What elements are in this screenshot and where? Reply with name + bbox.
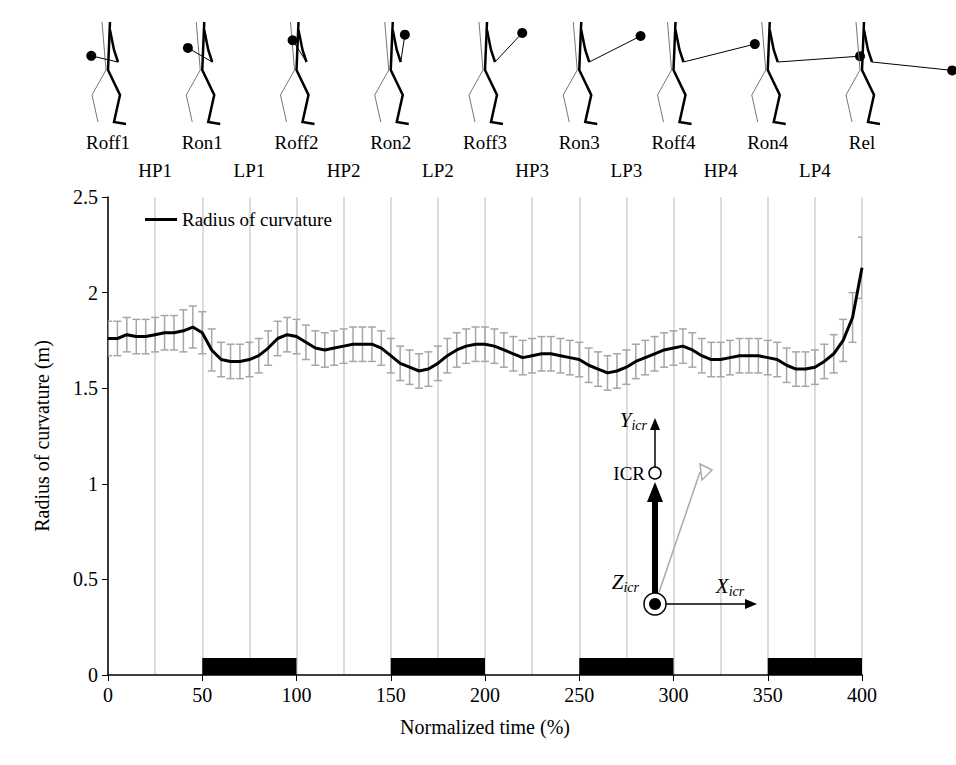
svg-text:2: 2 bbox=[88, 282, 98, 304]
svg-text:200: 200 bbox=[470, 684, 500, 706]
svg-text:Ron1: Ron1 bbox=[182, 132, 223, 153]
svg-text:400: 400 bbox=[847, 684, 877, 706]
svg-text:2.5: 2.5 bbox=[73, 186, 98, 208]
svg-text:HP4: HP4 bbox=[704, 160, 738, 181]
svg-text:0: 0 bbox=[88, 664, 98, 686]
svg-text:0: 0 bbox=[103, 684, 113, 706]
svg-text:LP4: LP4 bbox=[799, 160, 831, 181]
svg-text:X: X bbox=[715, 574, 730, 598]
svg-text:150: 150 bbox=[376, 684, 406, 706]
svg-text:Ron2: Ron2 bbox=[370, 132, 411, 153]
svg-text:Ron4: Ron4 bbox=[747, 132, 789, 153]
svg-text:Roff3: Roff3 bbox=[463, 132, 507, 153]
svg-text:LP1: LP1 bbox=[234, 160, 266, 181]
svg-text:250: 250 bbox=[564, 684, 594, 706]
svg-text:1.5: 1.5 bbox=[73, 377, 98, 399]
svg-text:icr: icr bbox=[729, 584, 745, 599]
svg-text:HP1: HP1 bbox=[138, 160, 172, 181]
svg-text:100: 100 bbox=[282, 684, 312, 706]
svg-text:Roff2: Roff2 bbox=[275, 132, 319, 153]
svg-text:Normalized time (%): Normalized time (%) bbox=[400, 716, 570, 739]
svg-text:HP3: HP3 bbox=[515, 160, 549, 181]
svg-text:Rel: Rel bbox=[849, 132, 875, 153]
svg-text:icr: icr bbox=[631, 418, 647, 433]
svg-text:Z: Z bbox=[612, 570, 624, 594]
svg-text:icr: icr bbox=[623, 580, 639, 595]
svg-text:Ron3: Ron3 bbox=[559, 132, 600, 153]
svg-text:1: 1 bbox=[88, 473, 98, 495]
svg-text:0.5: 0.5 bbox=[73, 568, 98, 590]
svg-text:Y: Y bbox=[620, 408, 634, 432]
svg-text:Roff4: Roff4 bbox=[652, 132, 696, 153]
svg-text:50: 50 bbox=[192, 684, 212, 706]
svg-text:300: 300 bbox=[659, 684, 689, 706]
svg-text:Radius of curvature (m): Radius of curvature (m) bbox=[31, 340, 54, 532]
svg-text:350: 350 bbox=[753, 684, 783, 706]
svg-text:Radius of curvature: Radius of curvature bbox=[182, 209, 332, 230]
svg-text:HP2: HP2 bbox=[327, 160, 361, 181]
svg-text:Roff1: Roff1 bbox=[86, 132, 130, 153]
svg-text:ICR: ICR bbox=[613, 463, 645, 484]
svg-text:LP3: LP3 bbox=[611, 160, 643, 181]
svg-text:LP2: LP2 bbox=[422, 160, 454, 181]
